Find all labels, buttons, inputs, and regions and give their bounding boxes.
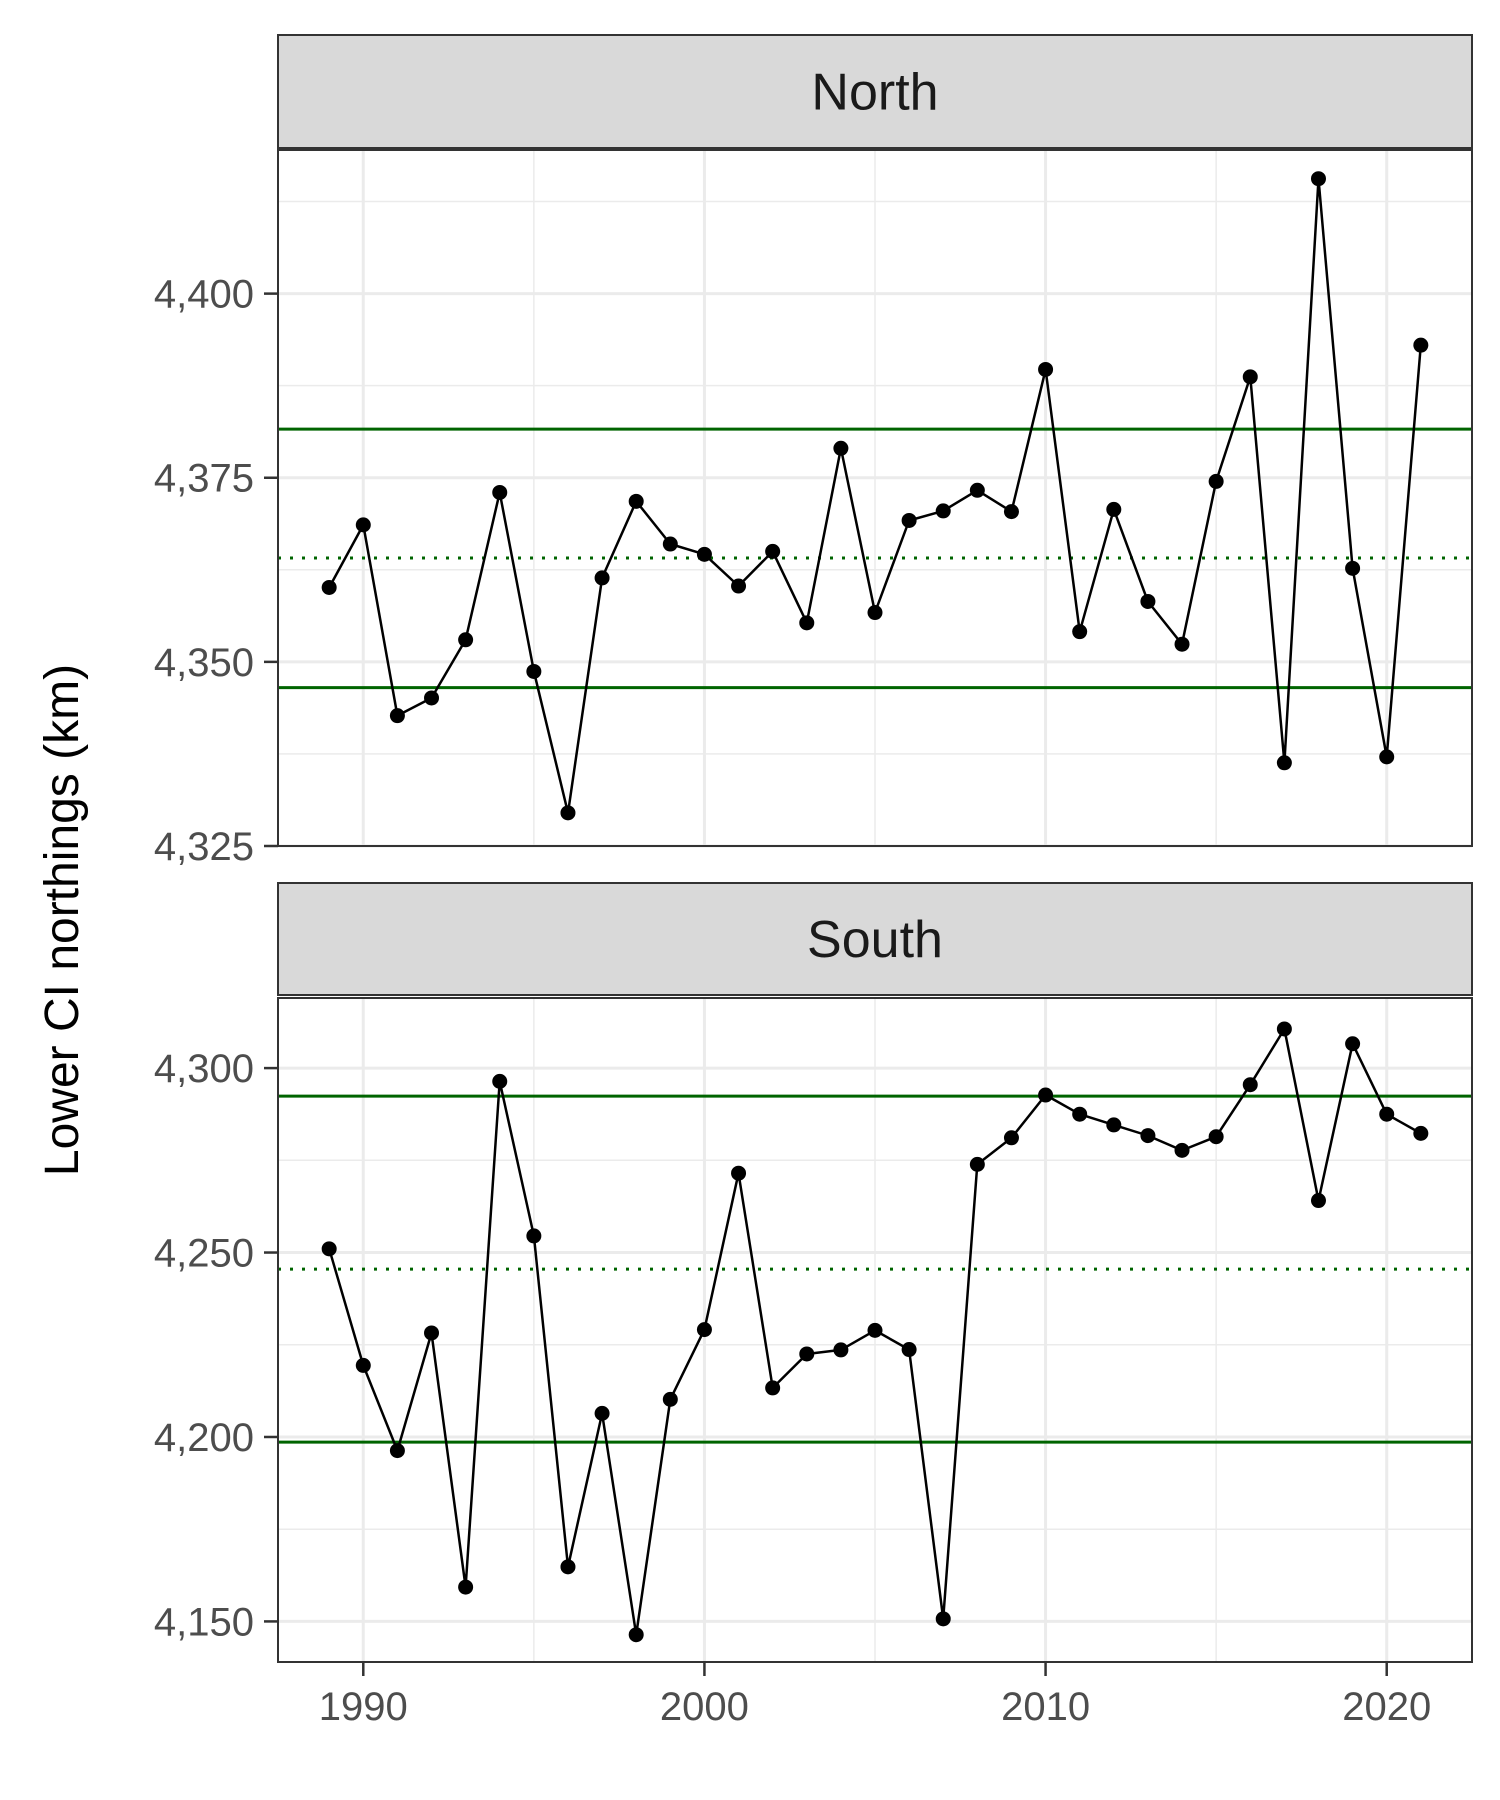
data-point (560, 805, 576, 821)
data-point (969, 1156, 985, 1172)
data-point (321, 579, 337, 595)
data-point (492, 1073, 508, 1089)
data-point (696, 546, 712, 562)
data-point (1003, 504, 1019, 520)
data-point (1208, 473, 1224, 489)
data-point (1106, 1117, 1122, 1133)
data-point (1345, 560, 1361, 576)
data-point (1276, 1021, 1292, 1037)
data-point (594, 1405, 610, 1421)
x-tick-label: 2000 (660, 1685, 749, 1729)
data-point (935, 1611, 951, 1627)
data-point (458, 632, 474, 648)
data-point (526, 663, 542, 679)
data-point (662, 536, 678, 552)
data-point (799, 1346, 815, 1362)
facet-strip-label: South (807, 911, 943, 969)
panel-border (277, 997, 1473, 1663)
facet-strip (277, 34, 1473, 149)
y-tick-label: 4,350 (154, 641, 254, 685)
data-point (867, 605, 883, 621)
data-point (731, 578, 747, 594)
data-point (1038, 1087, 1054, 1103)
data-point (696, 1322, 712, 1338)
data-point (867, 1322, 883, 1338)
data-point (1140, 1128, 1156, 1144)
y-tick-label: 4,200 (154, 1416, 254, 1460)
data-point (833, 1342, 849, 1358)
data-point (1413, 337, 1429, 353)
data-point (1276, 755, 1292, 771)
data-point (1242, 1077, 1258, 1093)
data-point (731, 1165, 747, 1181)
data-point (662, 1391, 678, 1407)
data-point (424, 1325, 440, 1341)
data-point (1379, 1106, 1395, 1122)
data-point (1174, 636, 1190, 652)
data-point (1208, 1129, 1224, 1145)
data-point (594, 570, 610, 586)
data-point (355, 1357, 371, 1373)
data-point (1242, 369, 1258, 385)
x-tick-label: 1990 (319, 1685, 408, 1729)
y-axis-title: Lower CI northings (km) (36, 664, 89, 1176)
data-point (901, 512, 917, 528)
x-axis: 1990 2000 2010 2020 (319, 1662, 1431, 1729)
data-point (1310, 171, 1326, 187)
data-point (1174, 1142, 1190, 1158)
y-tick-label: 4,400 (154, 273, 254, 317)
y-tick-label: 4,250 (154, 1232, 254, 1276)
data-point (1038, 361, 1054, 377)
data-point (935, 503, 951, 519)
data-point (901, 1342, 917, 1358)
facet-panels: North 4,325 4,350 4,375 4,400 South 4,150 4,200… (154, 34, 1473, 1663)
data-point (1072, 1106, 1088, 1122)
data-point (321, 1241, 337, 1257)
data-point (1003, 1130, 1019, 1146)
data-point (526, 1228, 542, 1244)
data-point (628, 1627, 644, 1643)
data-point (492, 484, 508, 500)
data-point (1413, 1125, 1429, 1141)
data-point (1140, 593, 1156, 609)
data-point (799, 615, 815, 631)
facet-strip (277, 882, 1473, 996)
data-point (1379, 749, 1395, 765)
data-point (969, 482, 985, 498)
x-tick-label: 2020 (1342, 1685, 1431, 1729)
data-point (458, 1579, 474, 1595)
data-point (424, 690, 440, 706)
data-point (765, 543, 781, 559)
data-point (1310, 1193, 1326, 1209)
data-point (1106, 501, 1122, 517)
data-point (765, 1380, 781, 1396)
y-tick-label: 4,300 (154, 1047, 254, 1091)
data-point (389, 1443, 405, 1459)
data-point (355, 517, 371, 533)
y-tick-label: 4,375 (154, 457, 254, 501)
x-tick-label: 2010 (1001, 1685, 1090, 1729)
panel-south: South 4,150 4,200 4,250 4,300 (154, 882, 1473, 1663)
data-point (1072, 624, 1088, 640)
data-point (833, 440, 849, 456)
data-point (389, 708, 405, 724)
facet-strip-label: North (811, 64, 938, 122)
panel-border (277, 149, 1473, 847)
y-tick-label: 4,325 (154, 825, 254, 869)
panel-north: North 4,325 4,350 4,375 4,400 (154, 34, 1473, 869)
data-point (560, 1559, 576, 1575)
data-point (1345, 1036, 1361, 1052)
y-tick-label: 4,150 (154, 1600, 254, 1644)
data-point (628, 493, 644, 509)
